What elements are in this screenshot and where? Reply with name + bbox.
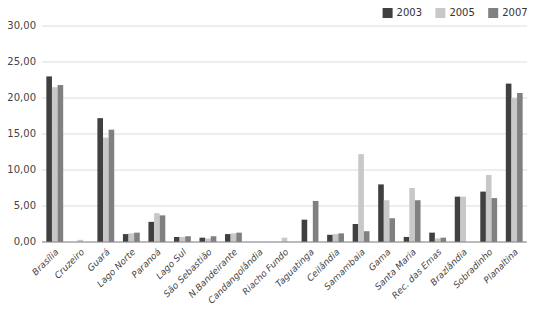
bar <box>103 138 109 242</box>
bar <box>225 234 231 242</box>
bar <box>302 220 308 242</box>
bar <box>58 85 64 242</box>
bar <box>409 188 415 242</box>
y-tick-label: 30,00 <box>7 20 36 31</box>
bar <box>486 175 492 242</box>
bar <box>389 218 395 242</box>
y-tick-label: 0,00 <box>14 236 36 247</box>
bar <box>46 76 52 242</box>
y-tick-label: 5,00 <box>14 200 36 211</box>
bar <box>358 154 364 242</box>
bar <box>97 118 103 242</box>
legend-label: 2003 <box>397 7 422 18</box>
y-tick-label: 20,00 <box>7 92 36 103</box>
grid-line <box>42 206 527 207</box>
bar <box>511 98 517 242</box>
bar <box>429 233 435 242</box>
bar <box>205 238 211 242</box>
bar <box>123 234 129 242</box>
y-axis: 0,00 5,00 10,00 15,00 20,00 25,00 30,00 <box>7 20 36 247</box>
bar <box>231 233 237 242</box>
bar <box>404 237 410 242</box>
x-tick-label: Planaltina <box>482 247 520 285</box>
grid-line <box>42 170 527 171</box>
grid-line <box>42 98 527 99</box>
bar <box>211 236 217 242</box>
bar <box>455 197 461 242</box>
bar <box>236 233 242 242</box>
bar <box>517 93 523 242</box>
grid-line <box>42 134 527 135</box>
bar <box>378 184 384 242</box>
bar <box>185 236 191 242</box>
bar <box>440 238 446 242</box>
bar <box>52 87 58 242</box>
bar <box>154 213 160 242</box>
legend-swatch <box>435 8 445 18</box>
bar <box>160 215 166 242</box>
legend-label: 2007 <box>502 7 527 18</box>
bar <box>353 224 359 242</box>
grid-line <box>42 26 527 27</box>
bar <box>364 231 370 242</box>
x-axis-line <box>42 242 527 243</box>
bar <box>480 192 486 242</box>
bar <box>129 233 135 242</box>
y-tick-label: 15,00 <box>7 128 36 139</box>
y-tick-label: 10,00 <box>7 164 36 175</box>
bar <box>492 198 498 242</box>
legend-swatch <box>488 8 498 18</box>
y-tick-label: 25,00 <box>7 56 36 67</box>
legend-swatch <box>383 8 393 18</box>
bar <box>313 201 319 242</box>
legend-label: 2005 <box>449 7 474 18</box>
bar <box>338 233 344 242</box>
x-tick-label: Lago Norte <box>95 247 137 289</box>
bar <box>109 130 115 242</box>
bar <box>460 197 466 242</box>
bar <box>199 238 205 242</box>
bar <box>180 237 186 242</box>
x-tick-label: Samambaia <box>322 247 367 292</box>
bar <box>327 235 333 242</box>
bar <box>435 238 441 242</box>
x-tick-label: Cruzeiro <box>53 247 87 281</box>
x-axis: BrasíliaCruzeiroGuaráLago NorteParanoáLa… <box>30 247 520 306</box>
bar <box>333 234 339 242</box>
bar <box>282 238 288 242</box>
bar <box>415 200 421 242</box>
bar <box>148 222 154 242</box>
bar <box>134 233 140 242</box>
x-tick-label: Taguatinga <box>274 247 316 289</box>
grid-line <box>42 242 527 243</box>
chart: 0,00 5,00 10,00 15,00 20,00 25,00 30,00 Brasíli… <box>0 0 537 318</box>
bars <box>46 76 522 242</box>
bar <box>174 237 180 242</box>
bar <box>506 84 512 242</box>
grid-line <box>42 62 527 63</box>
bar <box>384 200 390 242</box>
legend: 2003 2005 2007 <box>383 7 528 18</box>
y-grid <box>42 26 527 242</box>
